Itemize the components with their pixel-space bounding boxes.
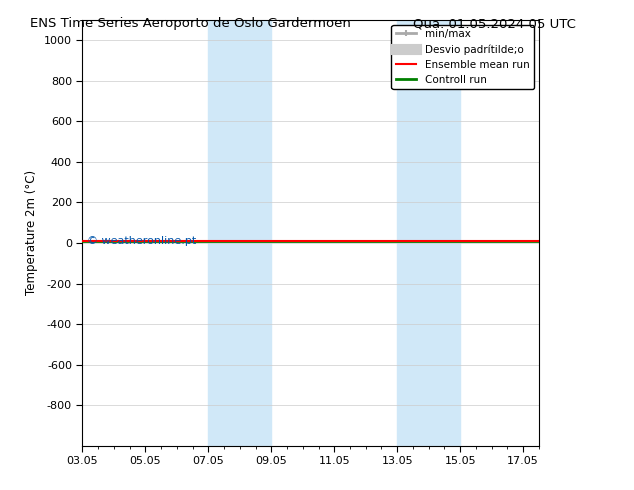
Y-axis label: Temperature 2m (°C): Temperature 2m (°C) bbox=[25, 170, 39, 295]
Bar bbox=[398, 20, 460, 446]
Bar bbox=[209, 20, 271, 446]
Legend: min/max, Desvio padrítilde;o, Ensemble mean run, Controll run: min/max, Desvio padrítilde;o, Ensemble m… bbox=[391, 25, 534, 89]
Text: Qua. 01.05.2024 05 UTC: Qua. 01.05.2024 05 UTC bbox=[413, 17, 576, 30]
Text: © weatheronline.pt: © weatheronline.pt bbox=[87, 236, 197, 246]
Text: ENS Time Series Aeroporto de Oslo Gardermoen: ENS Time Series Aeroporto de Oslo Garder… bbox=[30, 17, 351, 30]
